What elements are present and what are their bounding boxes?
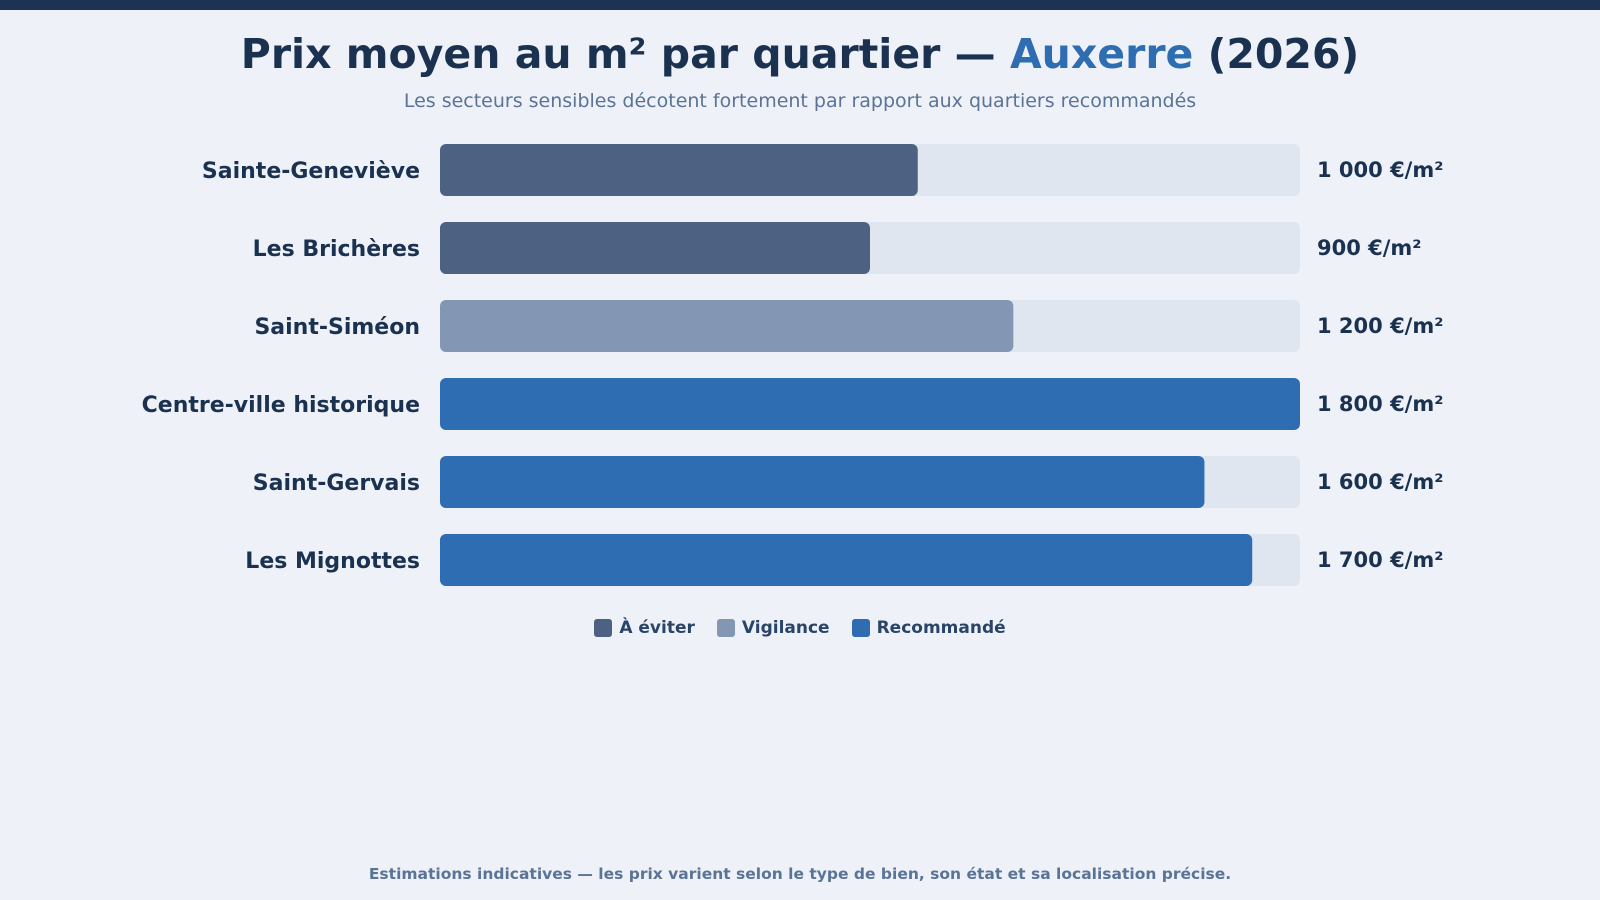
legend-swatch-caution [716,619,735,637]
category-label-saint-simeon: Saint-Siméon [254,315,420,340]
legend-swatch-avoid [594,619,613,637]
value-label-sainte-genevieve: 1 000 €/m² [1317,158,1443,182]
value-label-centre-ville-historique: 1 800 €/m² [1317,392,1443,416]
bar-les-bricheres [440,222,870,274]
value-label-les-mignottes: 1 700 €/m² [1317,548,1443,572]
bar-chart: Sainte-Geneviève 1 000 €/m² Les Brichères 9… [142,144,1443,586]
title-suffix: (2026) [1193,30,1360,78]
legend-swatch-recommended [851,619,870,637]
chart-legend: À éviter Vigilance Recommandé [0,618,1600,638]
bar-saint-gervais [440,456,1205,508]
value-label-saint-gervais: 1 600 €/m² [1317,470,1443,494]
category-label-saint-gervais: Saint-Gervais [253,471,420,496]
category-label-centre-ville-historique: Centre-ville historique [142,393,420,418]
title-city: Auxerre [1009,30,1194,78]
legend-item-caution: Vigilance [716,618,830,638]
legend-label-caution: Vigilance [741,618,830,638]
legend-item-avoid: À éviter [594,618,695,638]
bar-les-mignottes [440,534,1253,586]
legend-item-recommended: Recommandé [851,618,1006,638]
chart-subtitle: Les secteurs sensibles décotent fortemen… [403,90,1197,112]
chart-title: Prix moyen au m² par quartier — Auxerre … [0,30,1600,79]
category-label-sainte-genevieve: Sainte-Geneviève [202,159,420,184]
legend-label-recommended: Recommandé [876,618,1006,638]
title-prefix: Prix moyen au m² par quartier — [240,30,1010,78]
category-label-les-bricheres: Les Brichères [253,237,420,262]
value-label-les-bricheres: 900 €/m² [1317,236,1422,260]
footnote: Estimations indicatives — les prix varie… [368,865,1232,883]
top-accent-bar [0,0,1600,10]
bar-centre-ville-historique [440,378,1300,430]
bar-sainte-genevieve [440,144,918,196]
legend-label-avoid: À éviter [619,618,695,638]
value-label-saint-simeon: 1 200 €/m² [1317,314,1443,338]
category-label-les-mignottes: Les Mignottes [245,549,420,574]
bar-saint-simeon [440,300,1014,352]
